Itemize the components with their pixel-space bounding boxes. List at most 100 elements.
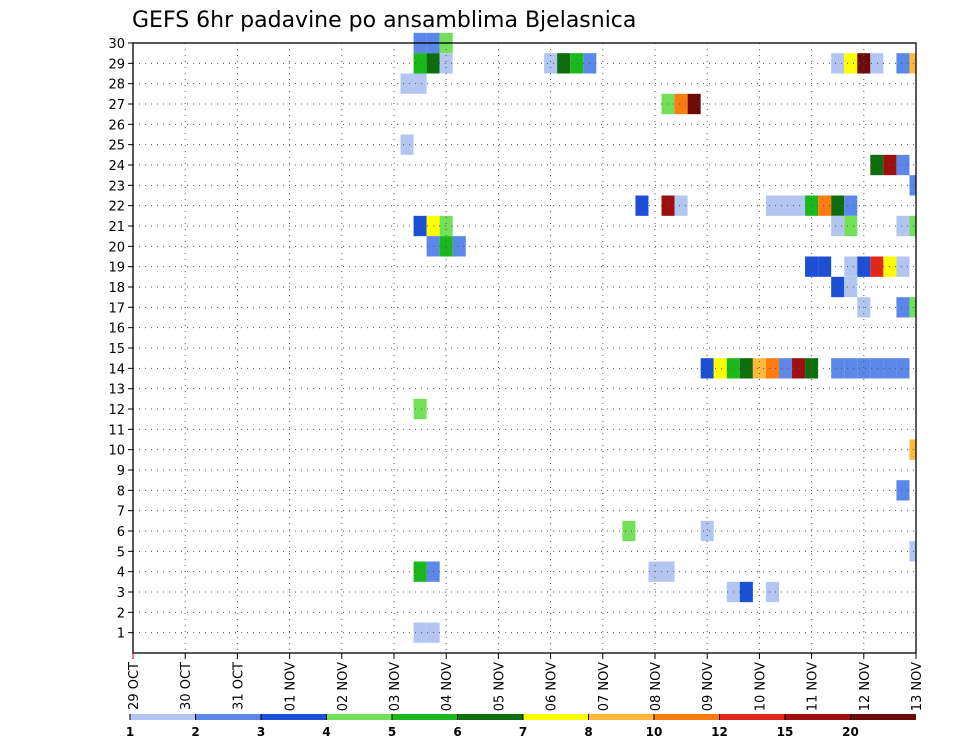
y-tick-label: 28 [108,78,125,93]
heatmap-cell [844,53,858,74]
y-tick-label: 3 [117,586,125,601]
heatmap-cell [909,53,916,74]
x-tick-label: 07 NOV [597,662,612,711]
legend-label: 8 [584,725,592,739]
legend-swatch [457,714,523,720]
heatmap-cell [687,93,701,115]
y-tick-label: 29 [108,57,125,72]
heatmap-cell [896,480,910,501]
legend-label: 7 [519,725,527,739]
heatmap-cell [896,154,910,176]
color-legend: 1 2 3 4 5 6 7 8 10 12 15 20 [126,714,916,739]
x-tick-label: 13 NOV [910,662,925,711]
x-tick-label: 08 NOV [649,662,664,711]
y-tick-label: 24 [108,159,125,174]
heatmap-cell [439,236,453,257]
heatmap-cell [831,358,845,379]
heatmap-cell [713,358,727,379]
heatmap-cell [844,256,858,277]
heatmap-cell [831,215,845,237]
heatmap-cell [831,53,845,74]
heatmap-cell [831,276,845,298]
x-tick-label: 11 NOV [806,662,821,711]
x-tick-label: 09 NOV [701,662,716,711]
heatmap-cell [844,215,858,237]
x-tick-label: 10 NOV [753,662,768,711]
y-tick-label: 12 [108,403,125,418]
legend-label: 4 [322,725,330,739]
heatmap-cell [413,561,427,582]
y-tick-label: 17 [108,301,125,316]
heatmap-cell [661,93,675,115]
y-tick-label: 1 [117,627,125,642]
y-tick-label: 10 [108,444,125,459]
y-tick-label: 25 [108,139,125,154]
y-tick-label: 22 [108,200,125,215]
heatmap-cell [857,53,871,74]
heatmap-cell [778,358,793,379]
heatmap-cell [870,154,884,176]
legend-swatch [850,714,916,720]
x-tick-label: 02 NOV [336,662,351,711]
y-tick-label: 26 [108,118,125,133]
heatmap-cell [765,581,779,603]
heatmap-cell [831,195,845,216]
heatmap-cell [844,276,858,298]
heatmap-cell [413,215,427,237]
heatmap-cell [909,439,916,460]
y-tick-label: 4 [117,566,125,581]
y-tick-label: 30 [108,37,125,52]
heatmap-cell [674,93,688,115]
heatmap-cell [870,358,884,379]
heatmap-cell [765,358,779,379]
legend-swatch [195,714,261,720]
heatmap-cell [870,53,884,74]
heatmap-cell [778,195,793,216]
heatmap-cell [439,215,453,237]
heatmap-cell [870,256,884,277]
y-tick-label: 8 [117,484,125,499]
heatmap-cell [739,581,753,603]
plot-frame [132,42,917,654]
heatmap-cells [400,32,916,643]
x-tick-label: 31 OCT [231,662,246,710]
heatmap-cell [818,256,832,277]
x-tick-label: 06 NOV [545,662,560,711]
heatmap-cell [909,297,916,318]
legend-swatch [654,714,720,720]
x-tick-label: 29 OCT [127,662,142,710]
heatmap-cell [896,256,910,277]
heatmap-cell [896,53,910,74]
heatmap-cell [792,195,806,216]
heatmap-cell [413,73,427,94]
y-tick-label: 16 [108,322,125,337]
heatmap-cell [400,134,414,155]
y-tick-label: 20 [108,240,125,255]
x-tick-label: 01 NOV [284,662,299,711]
heatmap-cell [765,195,779,216]
heatmap-cell [661,561,675,582]
heatmap-cell [439,53,453,74]
heatmap-cell [570,53,584,74]
y-tick-label: 11 [108,423,125,438]
chart-title: GEFS 6hr padavine po ansamblima Bjelasni… [132,8,636,33]
legend-swatch [392,714,458,720]
y-tick-label: 5 [117,545,125,560]
legend-label: 20 [842,725,859,739]
x-tick-label: 30 OCT [179,662,194,710]
heatmap-cell [909,175,916,196]
legend-swatch [326,714,392,720]
heatmap-cell [792,358,806,379]
heatmap-cell [909,215,916,237]
heatmap-cell [413,398,427,420]
legend-swatch [523,714,589,720]
heatmap-cell [674,195,688,216]
heatmap-cell [844,358,858,379]
heatmap-cell [544,53,558,74]
heatmap-cell [896,297,910,318]
legend-swatch [719,714,785,720]
heatmap-cell [896,358,910,379]
legend-label: 6 [453,725,461,739]
axes: 1234567891011121314151617181920212223242… [108,37,925,711]
